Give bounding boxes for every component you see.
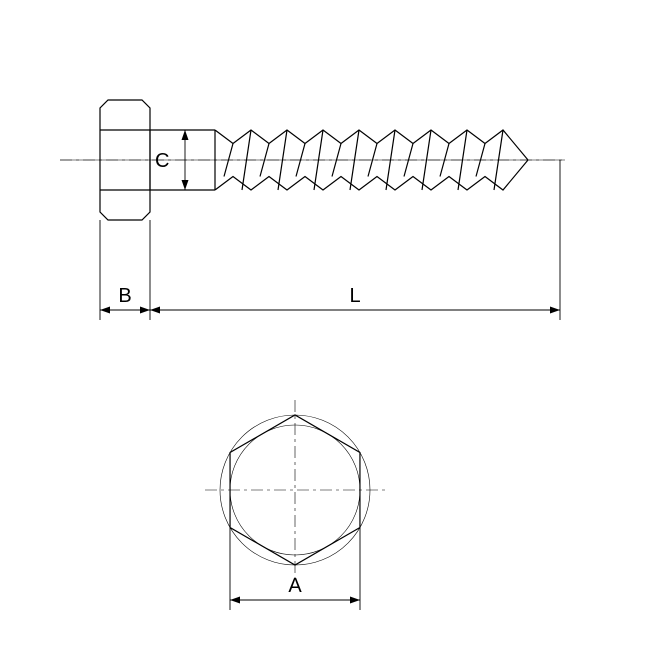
thread-top-profile [215, 130, 528, 160]
dim-label-a: A [288, 575, 302, 597]
dim-label-l: L [349, 285, 360, 307]
screw-technical-drawing: C B L A [0, 0, 671, 670]
dim-label-b: B [118, 285, 131, 307]
dim-label-c: C [155, 150, 169, 172]
